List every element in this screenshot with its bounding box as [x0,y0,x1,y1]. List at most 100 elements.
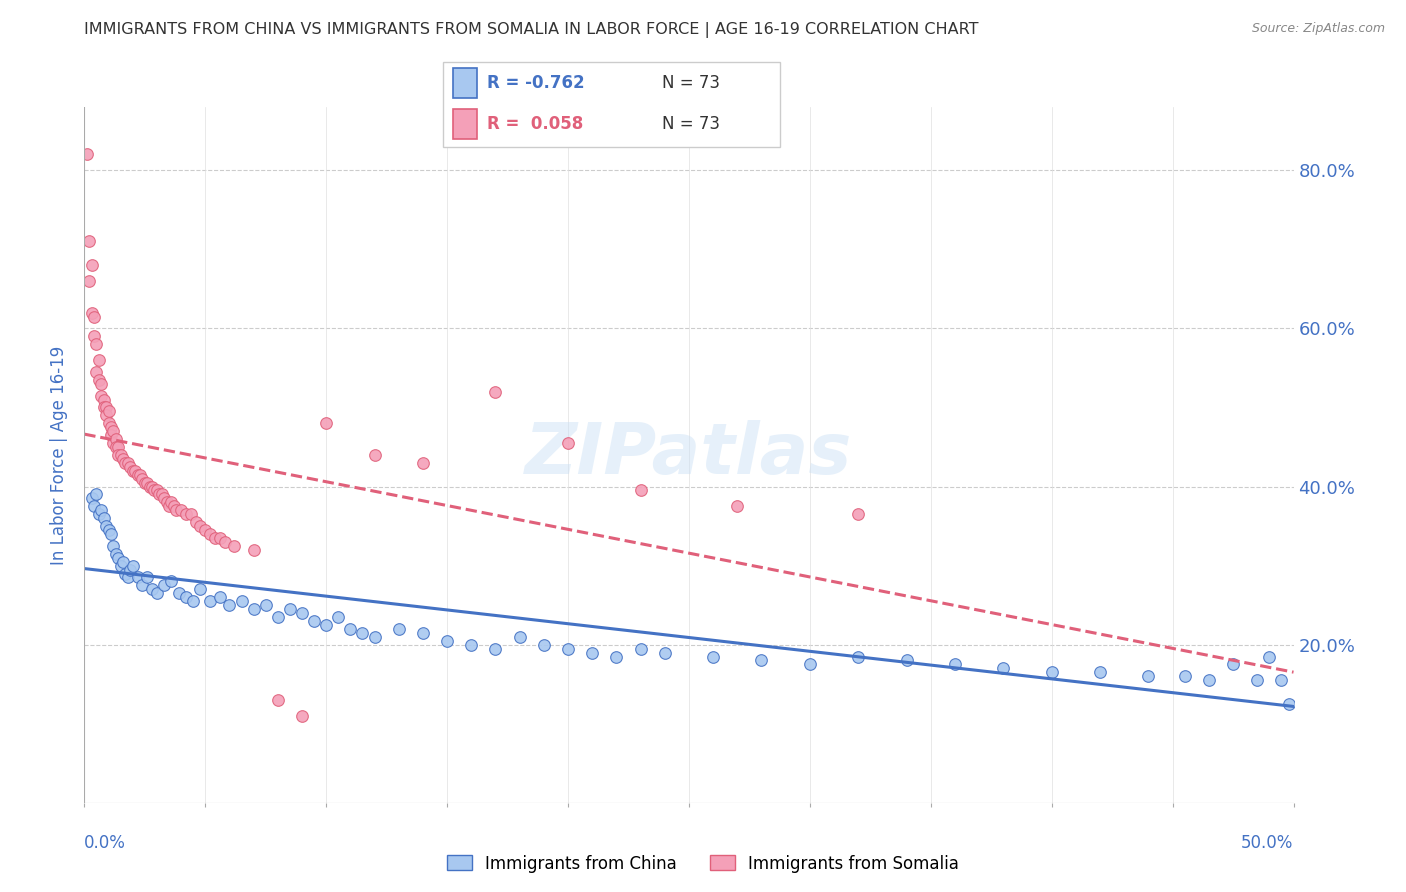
Point [654,646,676,660]
Text: R =  0.058: R = 0.058 [486,115,583,133]
Point [94,401,117,415]
Point [136,570,159,584]
Point [943,657,966,672]
Point [83,500,105,514]
Point [86,365,108,379]
Point [557,436,579,450]
Point [138,479,160,493]
Point [180,507,202,521]
Point [993,661,1015,675]
Point [846,507,869,521]
Point [100,428,122,442]
Text: N = 73: N = 73 [662,74,720,92]
Point [83,310,105,324]
Point [87,507,110,521]
Point [190,519,212,533]
Point [328,610,350,624]
Point [97,404,120,418]
Point [121,558,143,573]
Y-axis label: In Labor Force | Age 16-19: In Labor Force | Age 16-19 [51,345,69,565]
Point [181,594,204,608]
Point [242,542,264,557]
Point [104,440,127,454]
Point [224,539,246,553]
Text: 50.0%: 50.0% [1241,834,1294,852]
Point [148,487,170,501]
Point [114,456,136,470]
Text: N = 73: N = 73 [662,115,720,133]
Point [160,495,183,509]
Point [896,653,918,667]
Point [214,534,236,549]
Point [127,570,149,584]
Point [302,614,325,628]
Point [291,708,314,723]
Point [751,653,773,667]
Point [97,523,120,537]
Point [557,641,579,656]
Point [1246,673,1268,688]
Point [110,558,132,573]
Point [121,464,143,478]
Point [90,389,112,403]
Point [86,337,108,351]
Point [80,491,103,506]
Point [198,527,221,541]
Point [141,582,163,597]
Point [315,417,337,431]
Legend: Immigrants from China, Immigrants from Somalia: Immigrants from China, Immigrants from S… [440,848,966,880]
Point [170,503,193,517]
Point [153,491,176,506]
Point [153,578,176,592]
Point [129,467,152,482]
Point [204,531,226,545]
Point [533,638,555,652]
Point [242,602,264,616]
Point [94,519,117,533]
Point [184,515,207,529]
Point [104,432,127,446]
Text: R = -0.762: R = -0.762 [486,74,585,92]
Point [141,479,163,493]
Point [1270,673,1292,688]
Point [112,555,135,569]
Point [1198,673,1220,688]
Point [143,483,166,498]
Point [388,622,411,636]
Point [117,456,139,470]
Point [107,550,129,565]
Point [160,574,183,589]
Point [124,464,146,478]
Point [86,487,108,501]
Point [339,622,361,636]
Point [107,448,129,462]
Point [352,625,374,640]
Point [150,487,173,501]
Text: IMMIGRANTS FROM CHINA VS IMMIGRANTS FROM SOMALIA IN LABOR FORCE | AGE 16-19 CORR: IMMIGRANTS FROM CHINA VS IMMIGRANTS FROM… [84,22,979,38]
Point [254,598,277,612]
Point [412,625,434,640]
Point [163,500,186,514]
Point [315,618,337,632]
Point [190,582,212,597]
Point [87,373,110,387]
Point [484,384,506,399]
Point [93,392,115,407]
Point [103,539,125,553]
Point [117,570,139,584]
Point [846,649,869,664]
Point [1088,665,1111,680]
Text: ZIPatlas: ZIPatlas [526,420,852,490]
Point [112,451,135,466]
Point [120,563,142,577]
Point [581,646,603,660]
Point [80,305,103,319]
Point [114,566,136,581]
Point [110,448,132,462]
Point [194,523,217,537]
Point [80,258,103,272]
Point [725,500,748,514]
Point [702,649,724,664]
Bar [453,109,477,139]
Point [605,649,627,664]
